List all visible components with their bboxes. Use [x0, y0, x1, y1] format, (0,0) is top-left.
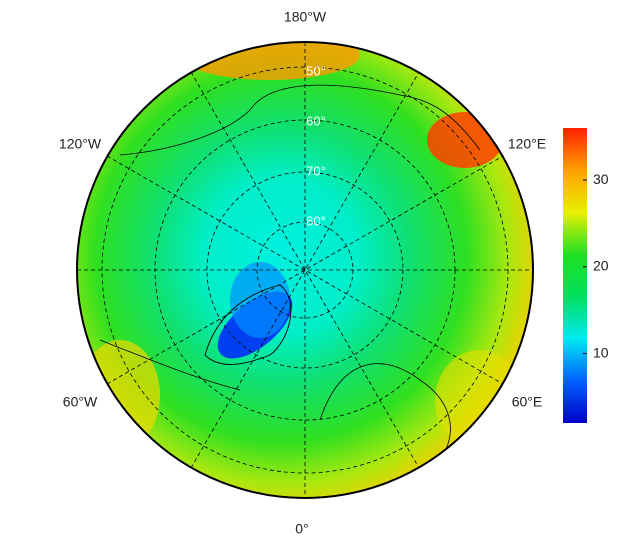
colorbar — [563, 128, 587, 423]
lon-label: 60°E — [512, 394, 543, 410]
lon-label: 120°W — [59, 136, 102, 152]
map-border — [76, 41, 534, 499]
lat-label: 80° — [306, 213, 326, 228]
lon-label: 120°E — [508, 136, 546, 152]
lon-label: 0° — [295, 521, 308, 537]
graticule — [77, 42, 533, 498]
lon-label: 180°W — [284, 9, 327, 25]
lat-label: 50° — [306, 63, 326, 78]
colorbar-tick-label: 20 — [593, 258, 609, 274]
lon-label: 60°W — [63, 394, 98, 410]
colorbar-tick-label: 30 — [593, 171, 609, 187]
colorbar-tick-label: 10 — [593, 344, 609, 360]
lat-label: 70° — [306, 163, 326, 178]
lat-label: 60° — [306, 113, 326, 128]
